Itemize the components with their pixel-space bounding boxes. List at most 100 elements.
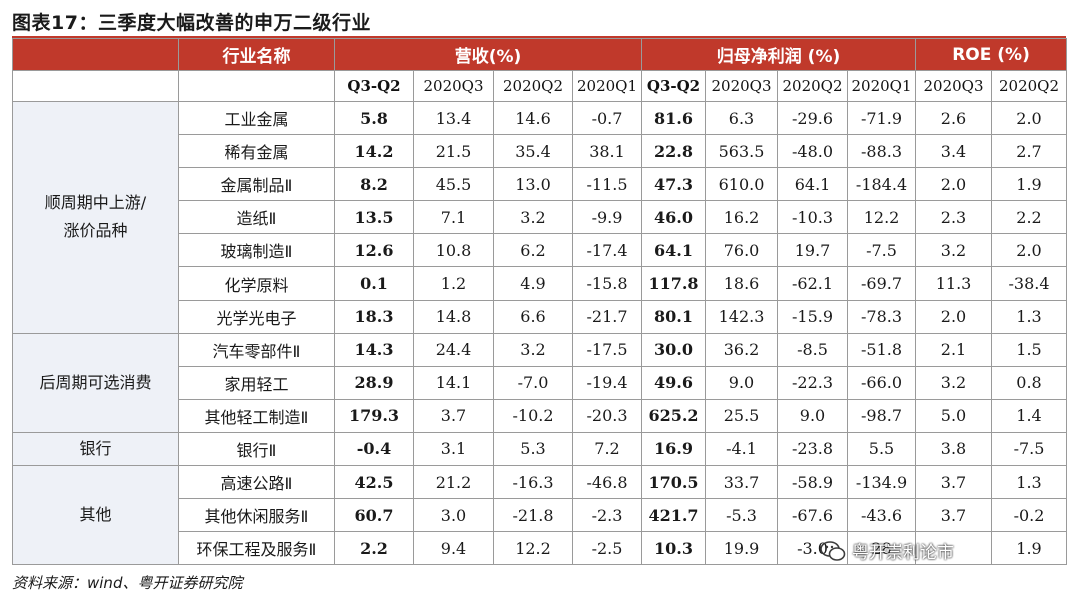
- value-cell: 421.7: [641, 498, 707, 533]
- industry-name: 玻璃制造Ⅱ: [178, 233, 335, 268]
- subheader-cell: 2020Q1: [571, 70, 643, 102]
- value-cell: 5.3: [493, 431, 573, 467]
- subheader-cell: 2020Q2: [991, 70, 1068, 102]
- value-cell: 13.4: [413, 100, 494, 136]
- table-row: 其他休闲服务Ⅱ 60.7 3.0 -21.8 -2.3 421.7 -5.3 -67.6 -43…: [13, 498, 1068, 533]
- value-cell: 81.6: [641, 100, 707, 136]
- value-cell: 45.5: [413, 167, 494, 202]
- value-cell: 60.7: [334, 498, 414, 533]
- value-cell: 16.2: [705, 200, 779, 235]
- value-cell: 3.7: [915, 498, 993, 533]
- header-blank: [12, 38, 179, 71]
- value-cell: 14.3: [334, 332, 414, 367]
- value-cell: 21.2: [413, 465, 494, 500]
- value-cell: -0.2: [991, 498, 1068, 533]
- value-cell: 2.0: [991, 100, 1068, 136]
- subheader-row: Q3-Q2 2020Q3 2020Q2 2020Q1 Q3-Q2 2020Q3 2020Q2…: [12, 70, 1068, 102]
- table-row: 家用轻工 28.9 14.1 -7.0 -19.4 49.6 9.0 -22.3 -66.0 3.…: [13, 365, 1068, 400]
- table-body: 顺周期中上游/ 涨价品种 工业金属 5.8 13.4 14.6 -0.7 81.6 6.3 -2…: [12, 100, 1068, 566]
- value-cell: -29.6: [777, 100, 849, 136]
- value-cell: 6.3: [705, 100, 779, 136]
- value-cell: -9.9: [571, 200, 643, 235]
- value-cell: 14.8: [413, 299, 494, 334]
- value-cell: -21.8: [493, 498, 573, 533]
- value-cell: 12.2: [847, 200, 917, 235]
- value-cell: -2.5: [571, 531, 643, 566]
- table-row: 后周期可选消费 汽车零部件Ⅱ 14.3 24.4 3.2 -17.5 30.0 36.2 -8.…: [12, 332, 1068, 433]
- value-cell: 6.2: [493, 233, 573, 268]
- wechat-icon: [820, 540, 846, 561]
- value-cell: 9.0: [777, 398, 849, 433]
- value-cell: 5.5: [847, 431, 917, 467]
- value-cell: 2.6: [915, 100, 993, 136]
- value-cell: 5.8: [334, 100, 414, 136]
- value-cell: 3.7: [413, 398, 494, 433]
- industry-name: 光学光电子: [178, 299, 335, 334]
- value-cell: -20.3: [571, 398, 643, 433]
- table-row: 稀有金属 14.2 21.5 35.4 38.1 22.8 563.5 -48.0 -88.3 3…: [13, 134, 1068, 169]
- value-cell: -67.6: [777, 498, 849, 533]
- subheader-cell: Q3-Q2: [334, 70, 414, 102]
- value-cell: 13.0: [493, 167, 573, 202]
- value-cell: 14.2: [334, 134, 414, 169]
- value-cell: 0.1: [334, 266, 414, 301]
- table-row: 玻璃制造Ⅱ 12.6 10.8 6.2 -17.4 64.1 76.0 19.7 -7.5 3.2…: [13, 233, 1068, 268]
- source-note: 资料来源：wind、粤开证券研究院: [12, 574, 243, 592]
- group-label: 银行: [12, 431, 179, 467]
- value-cell: 21.5: [413, 134, 494, 169]
- value-cell: 28: [847, 531, 917, 566]
- value-cell: -7.5: [991, 431, 1068, 467]
- table-row: 顺周期中上游/ 涨价品种 工业金属 5.8 13.4 14.6 -0.7 81.6 6.3 -2…: [12, 100, 1068, 334]
- value-cell: 2.1: [915, 332, 993, 367]
- value-cell: -0.7: [571, 100, 643, 136]
- industry-name: 金属制品Ⅱ: [178, 167, 335, 202]
- value-cell: -15.8: [571, 266, 643, 301]
- table-row: 化学原料 0.1 1.2 4.9 -15.8 117.8 18.6 -62.1 -69.7 11.…: [13, 266, 1068, 301]
- value-cell: [915, 531, 993, 566]
- value-cell: -66.0: [847, 365, 917, 400]
- header-roe: ROE (%): [915, 38, 1068, 71]
- value-cell: -7.5: [847, 233, 917, 268]
- value-cell: -38.4: [991, 266, 1068, 301]
- value-cell: 3.2: [493, 332, 573, 367]
- value-cell: 28.9: [334, 365, 414, 400]
- value-cell: -58.9: [777, 465, 849, 500]
- value-cell: 1.3: [991, 299, 1068, 334]
- value-cell: 625.2: [641, 398, 707, 433]
- value-cell: 35.4: [493, 134, 573, 169]
- value-cell: 25.5: [705, 398, 779, 433]
- value-cell: 2.0: [991, 233, 1068, 268]
- value-cell: -19.4: [571, 365, 643, 400]
- value-cell: 76.0: [705, 233, 779, 268]
- table-row: 金属制品Ⅱ 8.2 45.5 13.0 -11.5 47.3 610.0 64.1 -184.4…: [13, 167, 1068, 202]
- value-cell: 64.1: [641, 233, 707, 268]
- value-cell: 563.5: [705, 134, 779, 169]
- value-cell: -88.3: [847, 134, 917, 169]
- value-cell: -0.4: [334, 431, 414, 467]
- value-cell: 64.1: [777, 167, 849, 202]
- value-cell: 19.9: [705, 531, 779, 566]
- value-cell: 610.0: [705, 167, 779, 202]
- value-cell: 9.0: [705, 365, 779, 400]
- value-cell: -16.3: [493, 465, 573, 500]
- header-industry: 行业名称: [178, 38, 335, 71]
- value-cell: 16.9: [641, 431, 707, 467]
- value-cell: 3.8: [915, 431, 993, 467]
- value-cell: -62.1: [777, 266, 849, 301]
- value-cell: 1.4: [991, 398, 1068, 433]
- value-cell: 12.6: [334, 233, 414, 268]
- value-cell: 1.3: [991, 465, 1068, 500]
- value-cell: 1.9: [991, 167, 1068, 202]
- value-cell: 24.4: [413, 332, 494, 367]
- subheader-cell: 2020Q2: [493, 70, 573, 102]
- industry-name: 造纸Ⅱ: [178, 200, 335, 235]
- value-cell: -15.9: [777, 299, 849, 334]
- subheader-cell: 2020Q2: [777, 70, 849, 102]
- industry-name: 其他休闲服务Ⅱ: [178, 498, 335, 533]
- value-cell: -43.6: [847, 498, 917, 533]
- value-cell: -184.4: [847, 167, 917, 202]
- value-cell: -10.2: [493, 398, 573, 433]
- industry-name: 汽车零部件Ⅱ: [178, 332, 335, 367]
- table-row: 银行 银行Ⅱ -0.4 3.1 5.3 7.2 16.9 -4.1 -23.8 5.5 3.8 -7.…: [12, 431, 1068, 467]
- value-cell: -98.7: [847, 398, 917, 433]
